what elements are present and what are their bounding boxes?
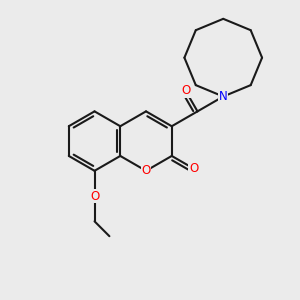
Text: O: O (90, 190, 99, 202)
Text: O: O (189, 162, 198, 175)
Text: O: O (141, 164, 151, 177)
Text: N: N (219, 90, 228, 103)
Text: O: O (181, 84, 190, 97)
